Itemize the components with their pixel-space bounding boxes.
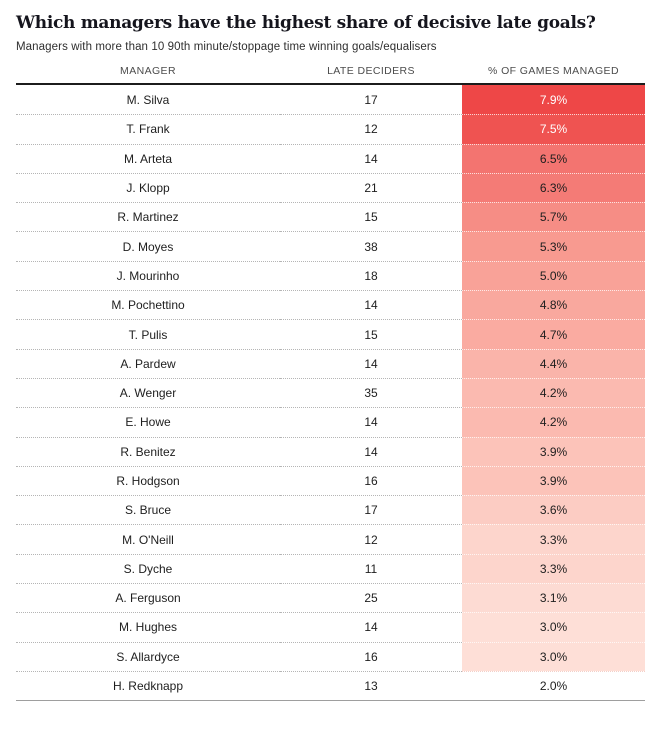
chart-container: Which managers have the highest share of…	[16, 13, 645, 702]
table-body: M. Silva 17 7.9% T. Frank 12 7.5% M. Art…	[16, 85, 645, 701]
table-row: A. Wenger 35 4.2%	[16, 377, 645, 408]
pct-games-managed-cell: 4.4%	[462, 348, 645, 378]
pct-games-managed-cell: 5.7%	[462, 202, 645, 232]
table-row: T. Frank 12 7.5%	[16, 114, 645, 144]
late-deciders-cell: 38	[280, 231, 462, 260]
manager-cell: M. Arteta	[16, 143, 280, 173]
table-row: E. Howe 14 4.2%	[16, 407, 645, 437]
manager-cell: A. Wenger	[16, 377, 280, 407]
pct-games-managed-cell: 3.9%	[462, 436, 645, 466]
table-row: M. O'Neill 12 3.3%	[16, 524, 645, 554]
table-bottom-divider	[16, 700, 645, 702]
late-deciders-cell: 15	[280, 202, 462, 231]
chart-title: Which managers have the highest share of…	[16, 13, 596, 33]
pct-games-managed-cell: 3.0%	[462, 641, 645, 671]
managers-table: MANAGER LATE DECIDERS % OF GAMES MANAGED…	[16, 65, 645, 702]
late-deciders-cell: 14	[280, 436, 462, 466]
late-deciders-cell: 14	[280, 348, 462, 378]
late-deciders-cell: 15	[280, 319, 462, 348]
pct-games-managed-cell: 5.3%	[462, 231, 645, 261]
late-deciders-cell: 18	[280, 260, 462, 290]
pct-games-managed-cell: 7.5%	[462, 114, 645, 144]
table-row: D. Moyes 38 5.3%	[16, 231, 645, 261]
table-row: A. Ferguson 25 3.1%	[16, 583, 645, 613]
late-deciders-cell: 21	[280, 172, 462, 202]
late-deciders-cell: 14	[280, 407, 462, 436]
manager-cell: S. Allardyce	[16, 641, 280, 671]
manager-cell: S. Bruce	[16, 495, 280, 524]
manager-cell: S. Dyche	[16, 553, 280, 583]
column-header-pct-games-managed: % OF GAMES MANAGED	[488, 65, 619, 77]
late-deciders-cell: 14	[280, 612, 462, 641]
pct-games-managed-cell: 6.3%	[462, 172, 645, 203]
pct-games-managed-cell: 3.6%	[462, 495, 645, 525]
chart-subtitle: Managers with more than 10 90th minute/s…	[16, 41, 437, 53]
manager-cell: D. Moyes	[16, 231, 280, 260]
late-deciders-cell: 14	[280, 290, 462, 319]
late-deciders-cell: 17	[364, 92, 378, 107]
pct-games-managed-cell: 4.7%	[462, 319, 645, 349]
late-deciders-cell: 17	[280, 495, 462, 524]
manager-cell: T. Frank	[16, 114, 280, 143]
table-row: H. Redknapp 13 2.0%	[16, 670, 645, 701]
late-deciders-cell: 12	[280, 524, 462, 553]
table-row: R. Benitez 14 3.9%	[16, 436, 645, 466]
column-header-manager: MANAGER	[120, 65, 176, 77]
pct-games-managed-cell: 3.0%	[462, 612, 645, 642]
manager-cell: J. Mourinho	[16, 260, 280, 290]
late-deciders-cell: 16	[280, 465, 462, 495]
manager-cell: R. Hodgson	[16, 465, 280, 495]
pct-games-managed-cell: 2.0%	[462, 670, 645, 701]
manager-cell: E. Howe	[16, 407, 280, 436]
manager-cell: R. Benitez	[16, 436, 280, 466]
table-row: M. Pochettino 14 4.8%	[16, 290, 645, 320]
pct-games-managed-cell: 4.2%	[462, 377, 645, 408]
table-header-row: MANAGER LATE DECIDERS % OF GAMES MANAGED	[16, 65, 645, 83]
manager-cell: T. Pulis	[16, 319, 280, 348]
table-row: R. Martinez 15 5.7%	[16, 202, 645, 232]
pct-games-managed-cell: 3.9%	[462, 465, 645, 496]
late-deciders-cell: 12	[280, 114, 462, 143]
pct-games-managed-cell: 4.2%	[462, 407, 645, 437]
table-row: A. Pardew 14 4.4%	[16, 348, 645, 378]
table-row: M. Hughes 14 3.0%	[16, 612, 645, 642]
manager-cell: A. Pardew	[16, 348, 280, 378]
table-row: R. Hodgson 16 3.9%	[16, 465, 645, 496]
late-deciders-cell: 16	[280, 641, 462, 671]
manager-cell: A. Ferguson	[16, 583, 280, 612]
pct-games-managed-cell: 3.1%	[462, 583, 645, 613]
table-row: S. Bruce 17 3.6%	[16, 495, 645, 525]
late-deciders-cell: 13	[280, 670, 462, 700]
pct-games-managed-cell: 3.3%	[462, 524, 645, 554]
manager-cell: M. Silva	[126, 92, 170, 107]
table-row: T. Pulis 15 4.7%	[16, 319, 645, 349]
table-row: S. Dyche 11 3.3%	[16, 553, 645, 584]
manager-cell: H. Redknapp	[16, 670, 280, 700]
manager-cell: M. O'Neill	[16, 524, 280, 553]
table-row: J. Mourinho 18 5.0%	[16, 260, 645, 291]
manager-cell: M. Pochettino	[16, 290, 280, 319]
late-deciders-cell: 25	[280, 583, 462, 612]
column-header-late-deciders: LATE DECIDERS	[327, 65, 415, 77]
pct-games-managed-cell: 6.5%	[462, 143, 645, 173]
manager-cell: M. Hughes	[16, 612, 280, 641]
header-divider	[16, 83, 645, 85]
late-deciders-cell: 35	[280, 377, 462, 407]
manager-cell: J. Klopp	[16, 172, 280, 202]
manager-cell: R. Martinez	[16, 202, 280, 231]
pct-games-managed-cell: 7.9%	[462, 85, 645, 115]
pct-games-managed-cell: 4.8%	[462, 290, 645, 320]
table-row: M. Silva 17 7.9%	[16, 85, 645, 115]
table-row: S. Allardyce 16 3.0%	[16, 641, 645, 671]
pct-games-managed-cell: 5.0%	[462, 260, 645, 291]
table-row: M. Arteta 14 6.5%	[16, 143, 645, 173]
table-row: J. Klopp 21 6.3%	[16, 172, 645, 203]
pct-games-managed-cell: 3.3%	[462, 553, 645, 584]
late-deciders-cell: 11	[280, 553, 462, 583]
late-deciders-cell: 14	[280, 143, 462, 173]
